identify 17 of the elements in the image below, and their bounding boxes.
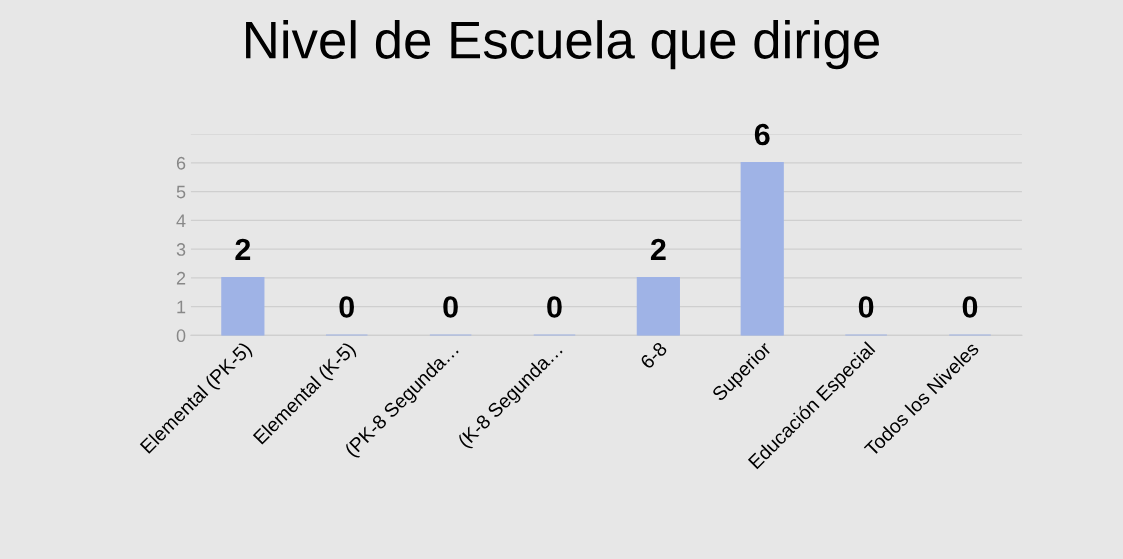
y-tick-label: 2 [176, 271, 186, 285]
chart-title: Nivel de Escuela que dirige [246, 20, 879, 70]
data-label: 2 [650, 238, 666, 261]
y-tick-label: 0 [176, 329, 186, 343]
data-label: 0 [443, 296, 458, 318]
data-label: 0 [962, 296, 978, 318]
data-label: 2 [235, 238, 251, 261]
y-tick-label: 1 [177, 300, 186, 314]
y-tick-label: 6 [176, 156, 186, 170]
data-label: 0 [858, 296, 874, 318]
data-label: 6 [754, 123, 770, 146]
data-label: 0 [547, 296, 562, 318]
x-tick-label: 6-8 [639, 341, 668, 370]
y-tick-label: 4 [176, 214, 186, 227]
y-tick-label: 3 [176, 243, 186, 256]
data-label: 0 [339, 296, 354, 318]
y-tick-label: 5 [176, 185, 186, 199]
